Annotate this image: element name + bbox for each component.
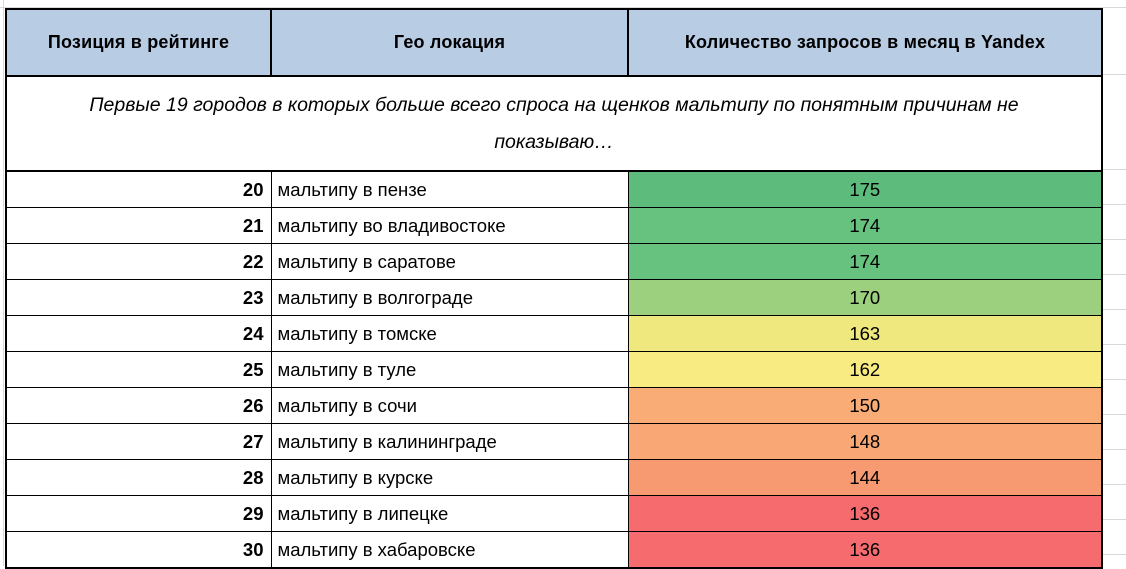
col-header-requests[interactable]: Количество запросов в месяц в Yandex	[627, 8, 1103, 77]
location-cell[interactable]: мальтипу в томске	[270, 315, 629, 352]
table-row: 25 мальтипу в туле 162	[5, 351, 1103, 388]
position-cell[interactable]: 24	[5, 315, 272, 352]
position-cell[interactable]: 30	[5, 531, 272, 569]
sheet-gridline	[1103, 380, 1126, 415]
position-cell[interactable]: 21	[5, 207, 272, 244]
position-cell[interactable]: 27	[5, 423, 272, 460]
location-cell[interactable]: мальтипу в курске	[270, 459, 629, 496]
sheet-gridline	[3, 0, 4, 566]
sheet-gridline	[1103, 75, 1126, 170]
location-cell[interactable]: мальтипу в калининграде	[270, 423, 629, 460]
sheet-gridline	[0, 7, 1126, 8]
requests-cell[interactable]: 144	[627, 459, 1103, 496]
location-cell[interactable]: мальтипу в хабаровске	[270, 531, 629, 569]
sheet-gridline	[1103, 485, 1126, 520]
table-row: 26 мальтипу в сочи 150	[5, 387, 1103, 424]
sheet-gridline	[1103, 7, 1126, 75]
requests-cell[interactable]: 163	[627, 315, 1103, 352]
note-row: Первые 19 городов в которых больше всего…	[5, 75, 1103, 172]
sheet-gridline	[1103, 450, 1126, 485]
table-row: 21 мальтипу во владивостоке 174	[5, 207, 1103, 244]
location-cell[interactable]: мальтипу в туле	[270, 351, 629, 388]
requests-cell[interactable]: 148	[627, 423, 1103, 460]
position-cell[interactable]: 25	[5, 351, 272, 388]
sheet-gridline	[1103, 275, 1126, 310]
position-cell[interactable]: 26	[5, 387, 272, 424]
sheet-gridline	[1103, 170, 1126, 205]
location-cell[interactable]: мальтипу в сочи	[270, 387, 629, 424]
requests-cell[interactable]: 174	[627, 243, 1103, 280]
location-cell[interactable]: мальтипу в пензе	[270, 170, 629, 208]
requests-cell[interactable]: 162	[627, 351, 1103, 388]
table-row: 28 мальтипу в курске 144	[5, 459, 1103, 496]
table-row: 27 мальтипу в калининграде 148	[5, 423, 1103, 460]
sheet-gridline	[1103, 205, 1126, 240]
table-body: 20 мальтипу в пензе 175 21 мальтипу во в…	[5, 170, 1103, 569]
col-header-position[interactable]: Позиция в рейтинге	[5, 8, 272, 77]
note-cell[interactable]: Первые 19 городов в которых больше всего…	[5, 75, 1103, 172]
table-row: 20 мальтипу в пензе 175	[5, 170, 1103, 208]
sheet-gridlines-right	[1103, 7, 1126, 555]
table-row: 29 мальтипу в липецке 136	[5, 495, 1103, 532]
location-cell[interactable]: мальтипу в саратове	[270, 243, 629, 280]
sheet-gridline	[1103, 520, 1126, 555]
sheet-gridline	[1103, 240, 1126, 275]
sheet-gridline	[1103, 310, 1126, 345]
requests-cell[interactable]: 136	[627, 495, 1103, 532]
ranking-table: Позиция в рейтинге Гео локация Количеств…	[5, 8, 1103, 569]
position-cell[interactable]: 29	[5, 495, 272, 532]
sheet-gridline	[1103, 415, 1126, 450]
col-header-location[interactable]: Гео локация	[270, 8, 629, 77]
sheet-gridline	[1103, 345, 1126, 380]
header-row: Позиция в рейтинге Гео локация Количеств…	[5, 8, 1103, 77]
ranking-table-wrap: Позиция в рейтинге Гео локация Количеств…	[5, 8, 1103, 569]
position-cell[interactable]: 28	[5, 459, 272, 496]
requests-cell[interactable]: 170	[627, 279, 1103, 316]
requests-cell[interactable]: 174	[627, 207, 1103, 244]
position-cell[interactable]: 22	[5, 243, 272, 280]
location-cell[interactable]: мальтипу во владивостоке	[270, 207, 629, 244]
table-row: 30 мальтипу в хабаровске 136	[5, 531, 1103, 569]
position-cell[interactable]: 23	[5, 279, 272, 316]
requests-cell[interactable]: 136	[627, 531, 1103, 569]
location-cell[interactable]: мальтипу в волгограде	[270, 279, 629, 316]
table-row: 24 мальтипу в томске 163	[5, 315, 1103, 352]
requests-cell[interactable]: 150	[627, 387, 1103, 424]
table-row: 22 мальтипу в саратове 174	[5, 243, 1103, 280]
location-cell[interactable]: мальтипу в липецке	[270, 495, 629, 532]
table-row: 23 мальтипу в волгограде 170	[5, 279, 1103, 316]
requests-cell[interactable]: 175	[627, 170, 1103, 208]
position-cell[interactable]: 20	[5, 170, 272, 208]
